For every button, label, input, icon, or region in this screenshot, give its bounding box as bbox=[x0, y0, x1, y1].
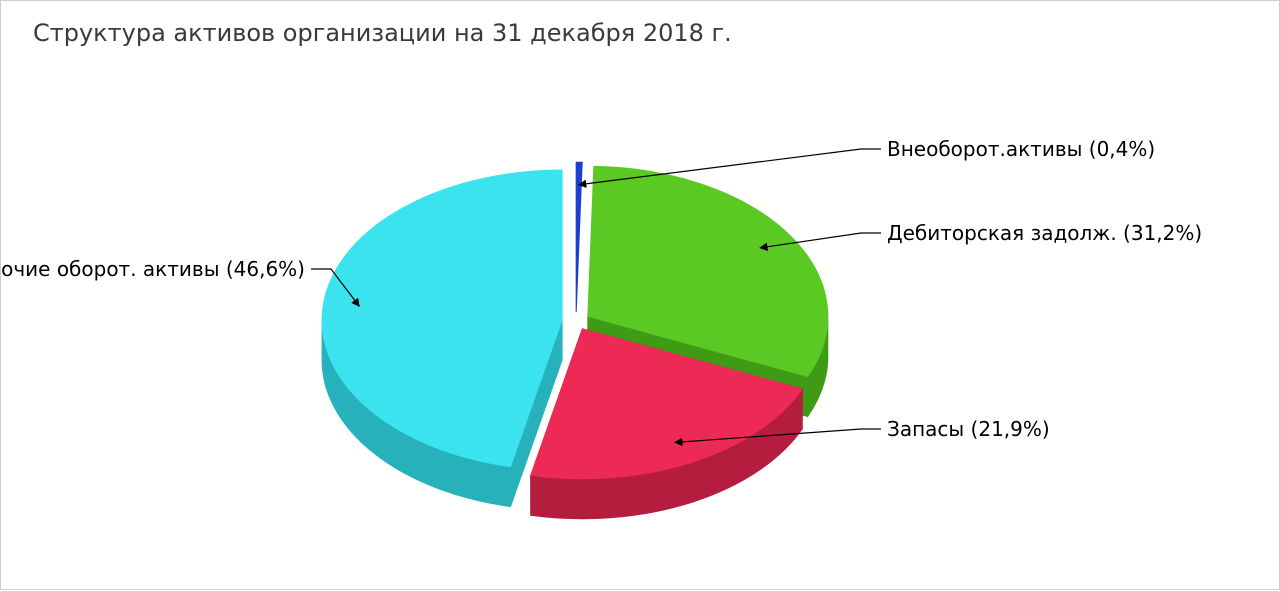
pie-chart: Внеоборот.активы (0,4%) Дебиторская задол… bbox=[1, 1, 1280, 591]
slice-label: Прочие оборот. активы (46,6%) bbox=[1, 257, 305, 281]
slice-label: Дебиторская задолж. (31,2%) bbox=[887, 221, 1202, 245]
leader-line bbox=[579, 149, 881, 185]
slice-label: Запасы (21,9%) bbox=[887, 417, 1050, 441]
slice-label: Внеоборот.активы (0,4%) bbox=[887, 137, 1155, 161]
chart-frame: Структура активов организации на 31 дека… bbox=[0, 0, 1280, 590]
